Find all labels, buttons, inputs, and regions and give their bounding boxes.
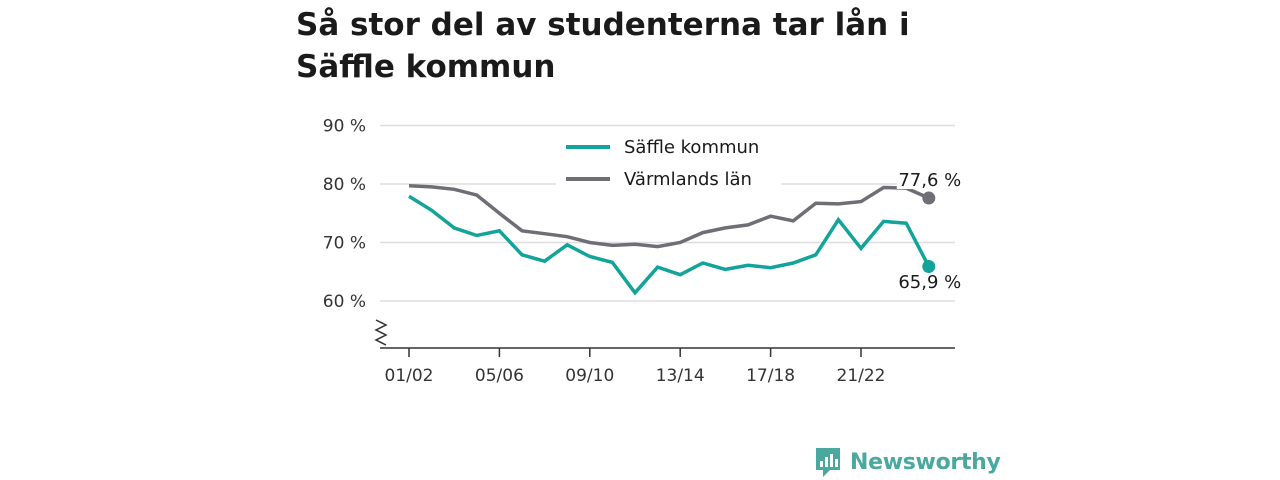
legend-background	[556, 132, 781, 192]
brand-logo: Newsworthy	[814, 446, 1001, 478]
series-lines	[408, 184, 936, 296]
end-label-varmland: 77,6 %	[898, 170, 961, 191]
x-tick-label: 01/02	[385, 366, 434, 386]
axes: 60 % 70 % 80 % 90 % 01/02 05/06 09/10 13/14 17/1…	[323, 117, 955, 386]
series-line-1	[408, 184, 930, 249]
x-tick-label: 13/14	[656, 366, 705, 386]
end-point-marker	[922, 259, 936, 273]
legend-label: Säffle kommun	[624, 137, 759, 158]
chart-title: Så stor del av studenterna tar lån i Säf…	[296, 7, 910, 85]
y-tick-label: 60 %	[323, 292, 366, 312]
end-label-saffle: 65,9 %	[898, 272, 961, 293]
legend-label: Värmlands län	[624, 169, 752, 190]
series-line-0	[408, 194, 931, 296]
axis-break-mark	[374, 319, 388, 346]
end-point-marker	[922, 191, 936, 205]
x-tick-label: 09/10	[565, 366, 614, 386]
line-chart: 60 % 70 % 80 % 90 % 01/02 05/06 09/10 13/14 17/1…	[323, 117, 963, 386]
x-tick-label: 17/18	[746, 366, 795, 386]
end-labels: 77,6 % 65,9 %	[896, 167, 963, 293]
legend: Säffle kommun Värmlands län	[556, 132, 781, 192]
end-label-background	[896, 167, 963, 189]
x-tick-label: 05/06	[475, 366, 524, 386]
y-tick-label: 70 %	[323, 234, 366, 254]
y-tick-label: 80 %	[323, 175, 366, 195]
y-tick-label: 90 %	[323, 117, 366, 137]
brand-name: Newsworthy	[850, 449, 1001, 475]
newsworthy-logo-icon	[816, 448, 840, 477]
x-tick-label: 21/22	[837, 366, 886, 386]
